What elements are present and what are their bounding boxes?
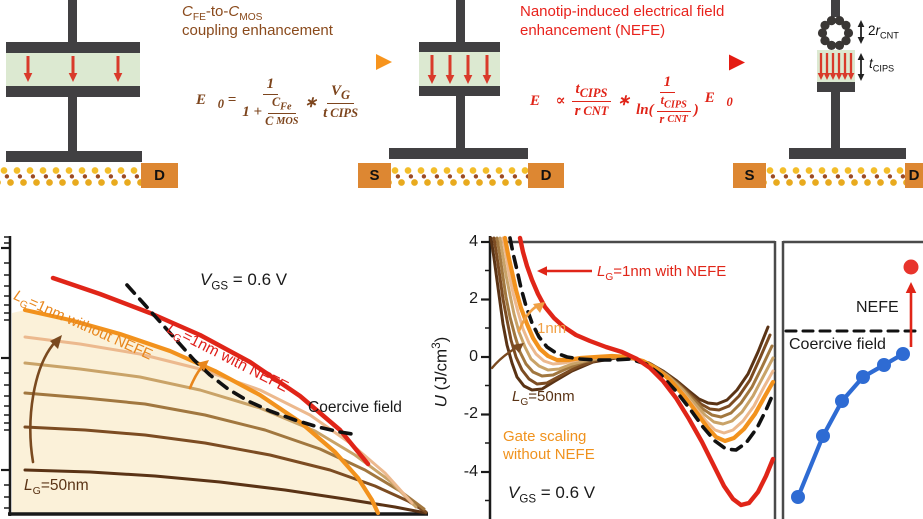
cnt-ring-icon	[817, 16, 854, 51]
gate-plate-bottom	[419, 86, 500, 96]
y-tick-label: 2	[469, 290, 478, 307]
source-contact: S	[733, 163, 766, 188]
gate-base-plate	[389, 148, 528, 159]
y-tick-label: 0	[469, 348, 478, 365]
channel-atoms	[766, 166, 905, 187]
gate-base-plate	[789, 148, 906, 159]
gate-stem	[831, 92, 840, 148]
middle-plot-1nm-label: 1nm	[537, 320, 567, 337]
gate-stem	[68, 97, 77, 151]
right-plot-nefe-label: NEFE	[856, 299, 899, 316]
right-plot-coercive-label: Coercive field	[789, 336, 886, 353]
eq1-fraction-2: VG t CIPS	[323, 82, 359, 122]
nefe-equation: E⃗ ∝ tCIPS r CNT ∗ 1 ln( tCIPS r CNT ) E⃗0	[530, 74, 733, 127]
device-scaled-gate	[389, 0, 528, 159]
gate-base-plate	[6, 151, 142, 162]
eq1-operator: ∗	[304, 94, 318, 111]
eq2-lhs: E⃗ ∝	[530, 92, 566, 109]
y-tick-label: -2	[463, 405, 478, 422]
middle-plot-nefe-label: LG=1nm with NEFE	[597, 263, 727, 283]
gate-plate-top	[6, 42, 140, 53]
gate-stem	[456, 96, 465, 148]
gate-stem-top	[68, 0, 77, 44]
gate-plate-bottom	[6, 86, 140, 97]
coupling-title-line2: coupling enhancement	[182, 22, 333, 39]
drain-contact: D	[905, 163, 923, 188]
drain-contact: D	[141, 163, 178, 188]
gate-plate-top	[419, 42, 500, 52]
middle-plot-vgs-label: VGS = 0.6 V	[508, 483, 596, 506]
y-tick-label: 4	[469, 233, 478, 250]
nefe-enhancement-arrow-icon	[524, 54, 745, 71]
channel-atoms	[391, 166, 528, 187]
device-long-gate	[6, 0, 142, 162]
left-plot-vgs-label: VGS = 0.6 V	[200, 270, 288, 293]
eq1-lhs: E⃗0 =	[196, 92, 237, 112]
device-cnt-nanotip-gate	[789, 0, 906, 159]
coupling-equation: E⃗0 = 1 1 + CFe C MOS ∗ VG t CIPS	[196, 76, 358, 129]
eq2-fraction-1: tCIPS r CNT	[571, 81, 612, 120]
gate-stem-top	[831, 0, 840, 17]
device-field-arrows	[23, 20, 865, 84]
coupling-title-line1: CFE-to-CMOS	[182, 3, 263, 23]
eq2-fraction-2: 1 ln( tCIPS r CNT )	[636, 74, 699, 127]
eq1-fraction-1: 1 1 + CFe C MOS	[242, 76, 299, 129]
middle-plot-gate-scaling-label-line2: without NEFE	[503, 446, 595, 463]
left-plot-coercive-label: Coercive field	[308, 399, 402, 416]
eq2-rhs: E⃗0	[704, 90, 733, 110]
source-contact: S	[358, 163, 391, 188]
eq2-operator: ∗	[617, 92, 631, 109]
middle-plot-lg50-label: LG=50nm	[512, 388, 575, 408]
left-plot-lg50-label: LG=50nm	[24, 477, 89, 498]
middle-plot-gate-scaling-label-line1: Gate scaling	[503, 428, 587, 445]
middle-plot-graphics	[481, 235, 777, 519]
nefe-title-line1: Nanotip-induced electrical field	[520, 3, 725, 20]
coupling-enhancement-arrow-icon	[205, 54, 392, 70]
y-tick-label: -4	[463, 463, 478, 480]
ferroelectric-layer	[817, 50, 855, 82]
drain-contact: D	[528, 163, 564, 188]
cnt-diameter-label: 2rCNT	[868, 23, 899, 41]
right-plot-graphics	[781, 240, 923, 519]
left-plot-graphics	[1, 236, 428, 516]
gate-plate-bottom	[817, 82, 855, 92]
gate-stem-top	[456, 0, 465, 42]
channel-atoms	[0, 166, 141, 187]
nefe-title-line2: enhancement (NEFE)	[520, 22, 666, 39]
cips-thickness-label: tCIPS	[869, 56, 895, 74]
